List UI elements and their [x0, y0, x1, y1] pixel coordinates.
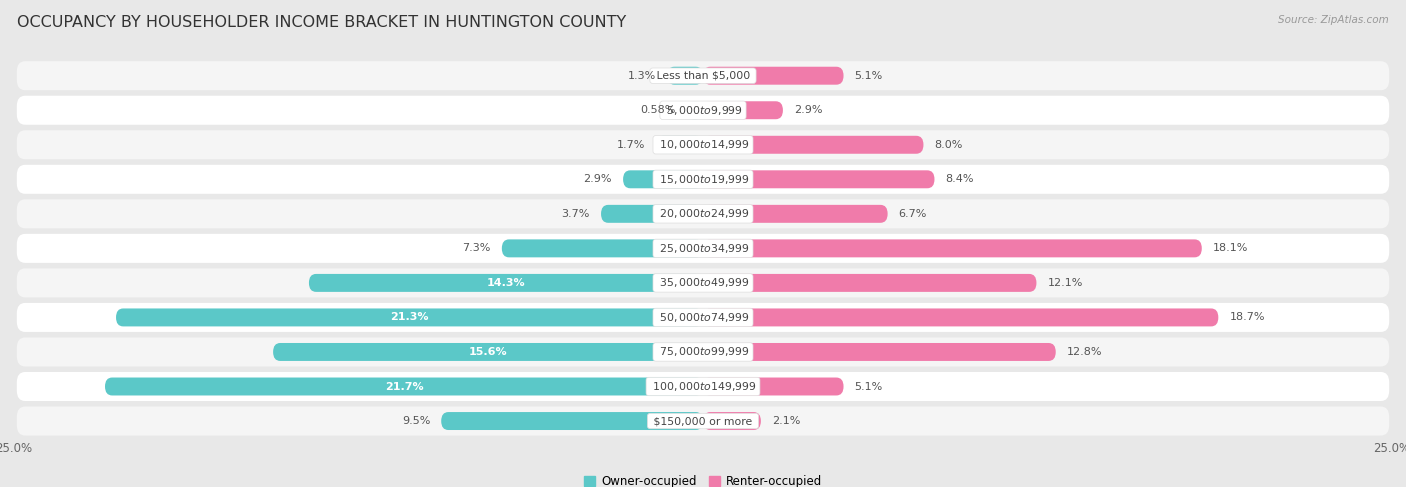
FancyBboxPatch shape — [17, 234, 1389, 263]
FancyBboxPatch shape — [17, 372, 1389, 401]
FancyBboxPatch shape — [17, 407, 1389, 435]
FancyBboxPatch shape — [17, 61, 1389, 90]
Text: 21.7%: 21.7% — [385, 381, 423, 392]
FancyBboxPatch shape — [657, 136, 703, 154]
FancyBboxPatch shape — [703, 343, 1056, 361]
FancyBboxPatch shape — [688, 101, 703, 119]
FancyBboxPatch shape — [17, 337, 1389, 367]
Text: 9.5%: 9.5% — [402, 416, 430, 426]
Text: $150,000 or more: $150,000 or more — [650, 416, 756, 426]
FancyBboxPatch shape — [17, 268, 1389, 298]
Text: 7.3%: 7.3% — [463, 244, 491, 253]
Text: 3.7%: 3.7% — [561, 209, 591, 219]
FancyBboxPatch shape — [105, 377, 703, 395]
Text: 18.7%: 18.7% — [1229, 313, 1265, 322]
FancyBboxPatch shape — [703, 101, 783, 119]
FancyBboxPatch shape — [273, 343, 703, 361]
FancyBboxPatch shape — [703, 170, 935, 188]
Text: 15.6%: 15.6% — [468, 347, 508, 357]
Text: 12.1%: 12.1% — [1047, 278, 1083, 288]
FancyBboxPatch shape — [17, 165, 1389, 194]
FancyBboxPatch shape — [703, 240, 1202, 257]
FancyBboxPatch shape — [703, 308, 1219, 326]
FancyBboxPatch shape — [502, 240, 703, 257]
FancyBboxPatch shape — [703, 136, 924, 154]
FancyBboxPatch shape — [17, 303, 1389, 332]
Text: $20,000 to $24,999: $20,000 to $24,999 — [655, 207, 751, 220]
Text: 18.1%: 18.1% — [1213, 244, 1249, 253]
Text: $25,000 to $34,999: $25,000 to $34,999 — [655, 242, 751, 255]
Text: $35,000 to $49,999: $35,000 to $49,999 — [655, 277, 751, 289]
FancyBboxPatch shape — [17, 96, 1389, 125]
FancyBboxPatch shape — [703, 67, 844, 85]
Text: OCCUPANCY BY HOUSEHOLDER INCOME BRACKET IN HUNTINGTON COUNTY: OCCUPANCY BY HOUSEHOLDER INCOME BRACKET … — [17, 15, 626, 30]
Text: 2.1%: 2.1% — [772, 416, 800, 426]
Text: 21.3%: 21.3% — [391, 313, 429, 322]
FancyBboxPatch shape — [703, 412, 761, 430]
Text: 1.7%: 1.7% — [617, 140, 645, 150]
Text: 14.3%: 14.3% — [486, 278, 526, 288]
FancyBboxPatch shape — [623, 170, 703, 188]
Legend: Owner-occupied, Renter-occupied: Owner-occupied, Renter-occupied — [579, 471, 827, 487]
Text: 2.9%: 2.9% — [794, 105, 823, 115]
FancyBboxPatch shape — [441, 412, 703, 430]
Text: 2.9%: 2.9% — [583, 174, 612, 184]
Text: $50,000 to $74,999: $50,000 to $74,999 — [655, 311, 751, 324]
Text: 8.0%: 8.0% — [935, 140, 963, 150]
FancyBboxPatch shape — [703, 377, 844, 395]
Text: $75,000 to $99,999: $75,000 to $99,999 — [655, 345, 751, 358]
Text: 12.8%: 12.8% — [1067, 347, 1102, 357]
Text: 1.3%: 1.3% — [628, 71, 657, 81]
FancyBboxPatch shape — [17, 199, 1389, 228]
FancyBboxPatch shape — [600, 205, 703, 223]
Text: Less than $5,000: Less than $5,000 — [652, 71, 754, 81]
Text: $100,000 to $149,999: $100,000 to $149,999 — [648, 380, 758, 393]
FancyBboxPatch shape — [668, 67, 703, 85]
Text: 0.58%: 0.58% — [641, 105, 676, 115]
Text: $10,000 to $14,999: $10,000 to $14,999 — [655, 138, 751, 151]
Text: 5.1%: 5.1% — [855, 381, 883, 392]
Text: 8.4%: 8.4% — [945, 174, 974, 184]
FancyBboxPatch shape — [17, 130, 1389, 159]
Text: Source: ZipAtlas.com: Source: ZipAtlas.com — [1278, 15, 1389, 25]
FancyBboxPatch shape — [117, 308, 703, 326]
Text: 6.7%: 6.7% — [898, 209, 927, 219]
FancyBboxPatch shape — [309, 274, 703, 292]
FancyBboxPatch shape — [703, 205, 887, 223]
FancyBboxPatch shape — [703, 274, 1036, 292]
Text: $5,000 to $9,999: $5,000 to $9,999 — [662, 104, 744, 117]
Text: 5.1%: 5.1% — [855, 71, 883, 81]
Text: $15,000 to $19,999: $15,000 to $19,999 — [655, 173, 751, 186]
